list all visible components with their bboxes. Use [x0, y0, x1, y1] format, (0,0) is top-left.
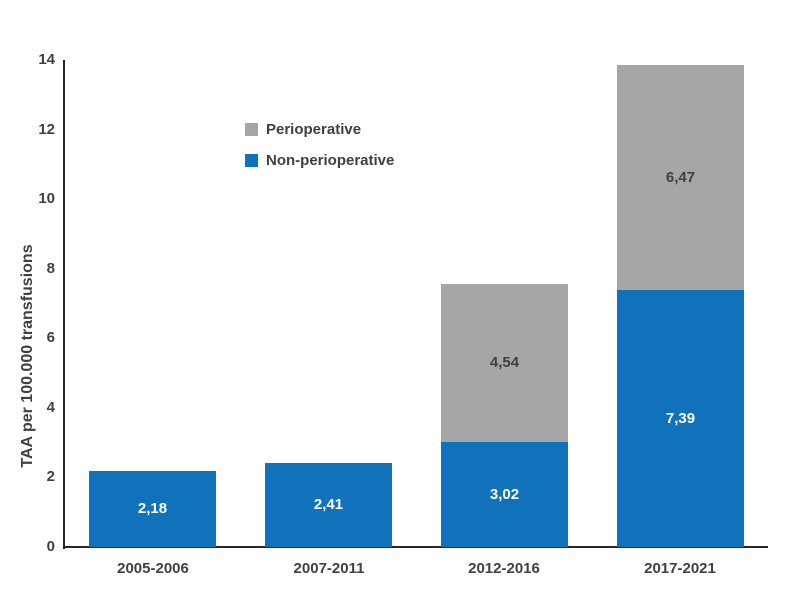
x-category-label: 2017-2021: [644, 560, 716, 577]
legend-label: Perioperative: [266, 120, 362, 138]
bar-value-label: 4,54: [489, 354, 520, 371]
y-tick-label: 8: [46, 260, 55, 277]
bar-segment-non-perioperative: 3,02: [441, 442, 568, 547]
bar-value-label: 6,47: [665, 169, 696, 186]
y-tick-label: 6: [46, 329, 55, 346]
y-tick-label: 2: [46, 468, 55, 485]
x-axis-line: [63, 546, 768, 548]
y-axis-line: [63, 60, 65, 549]
y-tick-label: 12: [38, 121, 55, 138]
y-tick-label: 0: [46, 538, 55, 555]
bar-segment-non-perioperative: 2,18: [89, 471, 216, 547]
legend-label: Non-perioperative: [266, 151, 395, 169]
legend: Perioperative Non-perioperative: [245, 120, 394, 182]
x-category-label: 2007-2011: [293, 560, 365, 577]
legend-entry-non-perioperative: Non-perioperative: [245, 151, 394, 169]
bar-value-label: 2,41: [313, 496, 344, 513]
legend-swatch-icon: [245, 153, 258, 167]
bar-segment-perioperative: 6,47: [617, 65, 744, 290]
y-tick-label: 14: [38, 51, 55, 68]
bar-value-label: 3,02: [489, 486, 520, 503]
bar-value-label: 7,39: [665, 410, 696, 427]
bar-segment-non-perioperative: 7,39: [617, 290, 744, 547]
x-category-label: 2012-2016: [468, 560, 540, 577]
legend-entry-perioperative: Perioperative: [245, 120, 394, 138]
legend-swatch-icon: [245, 122, 258, 136]
y-tick-label: 4: [46, 399, 55, 416]
y-tick-label: 10: [38, 190, 55, 207]
x-category-label: 2005-2006: [117, 560, 189, 577]
bar-segment-perioperative: 4,54: [441, 284, 568, 442]
y-axis-title: TAA per 100.000 transfusions: [19, 244, 36, 468]
bar-segment-non-perioperative: 2,41: [265, 463, 392, 547]
bar-value-label: 2,18: [137, 500, 168, 517]
